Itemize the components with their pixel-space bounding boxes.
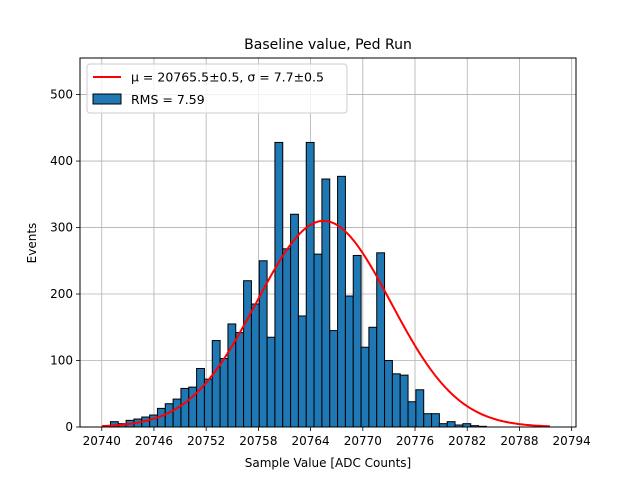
histogram-bar — [399, 374, 409, 428]
histogram-bar — [290, 213, 299, 428]
legend-fit-label: μ = 20765.5±0.5, σ = 7.7±0.5 — [131, 70, 324, 85]
legend-histogram-label: RMS = 7.59 — [131, 92, 205, 107]
x-tick-label: 20740 — [83, 434, 121, 448]
plot-frame — [79, 57, 577, 428]
histogram-bar — [391, 373, 401, 428]
histogram-bar — [415, 389, 425, 428]
histogram-bar — [446, 421, 456, 428]
x-tick-label: 20752 — [187, 434, 225, 448]
x-axis-ticks: 20740 20746 20752 20758 20764 20770 20776 20782… — [83, 427, 591, 448]
histogram-bar — [243, 280, 252, 428]
y-axis-label: Events — [25, 223, 39, 264]
histogram-bar — [352, 254, 362, 428]
x-tick-label: 20794 — [553, 434, 591, 448]
y-tick-label: 300 — [50, 221, 73, 235]
histogram-bar — [274, 141, 284, 428]
histogram-bar — [360, 346, 370, 428]
x-tick-label: 20782 — [448, 434, 486, 448]
histogram-bar — [203, 378, 213, 428]
histogram-bar — [297, 315, 307, 428]
y-tick-label: 200 — [50, 287, 73, 301]
y-tick-label: 0 — [65, 420, 73, 434]
chart-title: Baseline value, Ped Run — [244, 37, 412, 53]
histogram-bar — [196, 367, 205, 428]
legend-box — [86, 63, 348, 114]
histogram-bar — [329, 330, 339, 428]
histogram-bar — [321, 178, 331, 428]
histogram-bar — [423, 413, 433, 428]
histogram-bar — [235, 332, 245, 428]
histogram-bar — [305, 141, 315, 428]
x-tick-label: 20764 — [292, 434, 330, 448]
histogram-bar — [266, 336, 276, 428]
histogram-bar — [337, 175, 346, 428]
x-tick-label: 20776 — [396, 434, 434, 448]
y-tick-label: 400 — [50, 154, 73, 168]
histogram-bar — [180, 387, 190, 428]
histogram-bar — [164, 403, 174, 428]
histogram-bar — [313, 253, 323, 428]
histogram-bar — [368, 326, 378, 428]
histogram-bars — [109, 141, 487, 428]
histogram-bar — [211, 340, 221, 428]
x-tick-label: 20758 — [239, 434, 277, 448]
histogram-bar — [384, 360, 393, 428]
legend-histogram-swatch — [92, 93, 122, 105]
y-tick-label: 100 — [50, 354, 73, 368]
x-axis-label: Sample Value [ADC Counts] — [245, 456, 411, 470]
histogram-bar — [219, 358, 229, 428]
histogram-bar — [431, 413, 440, 428]
histogram-bar — [282, 248, 292, 428]
x-tick-label: 20770 — [344, 434, 382, 448]
histogram-bar — [227, 323, 237, 428]
gaussian-fit-curve — [101, 219, 550, 428]
y-tick-label: 500 — [50, 88, 73, 102]
legend: μ = 20765.5±0.5, σ = 7.7±0.5 RMS = 7.59 — [86, 63, 348, 114]
histogram-bar — [344, 295, 354, 428]
histogram-bar — [250, 303, 260, 428]
y-axis-ticks: 0 100 200 300 400 500 — [50, 88, 80, 434]
x-tick-label: 20746 — [135, 434, 173, 448]
histogram-bar — [149, 414, 158, 428]
histogram-bar — [407, 401, 417, 428]
histogram-bar — [172, 398, 182, 428]
x-tick-label: 20788 — [500, 434, 538, 448]
